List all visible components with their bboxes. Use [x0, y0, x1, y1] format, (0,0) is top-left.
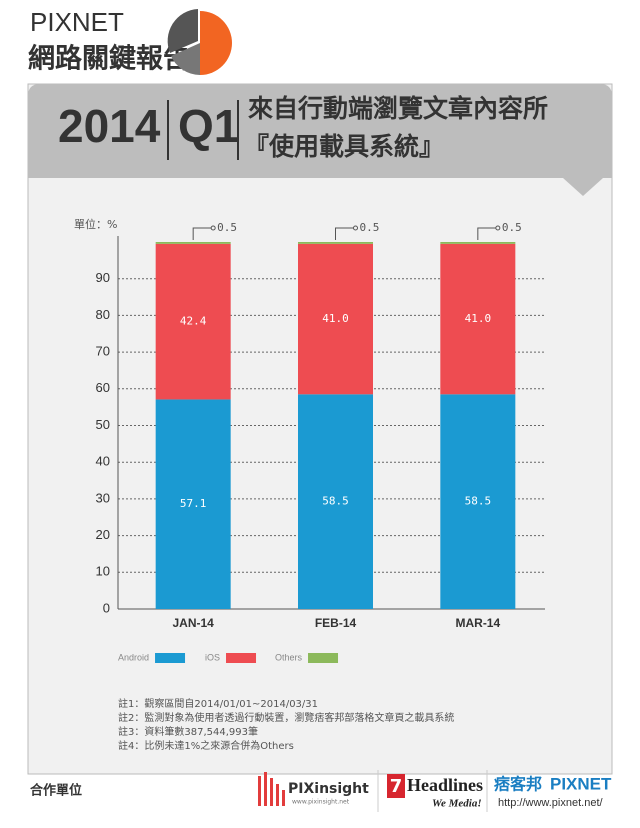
notes: 註1：觀察區間自2014/01/01~2014/03/31註2：監測對象為使用者… — [118, 697, 454, 752]
headlines-logo: 7 Headlines We Media! — [387, 774, 483, 810]
partners-label: 合作單位 — [30, 783, 82, 799]
bar-segment — [440, 394, 516, 609]
x-tick-label: FEB-14 — [315, 616, 357, 630]
bar-segment — [155, 242, 231, 244]
y-tick-label: 20 — [96, 527, 110, 542]
value-label: 57.1 — [180, 497, 207, 510]
logo-pie — [167, 9, 232, 75]
legend-swatch — [308, 653, 339, 663]
bar-segment — [155, 399, 231, 609]
year: 2014 — [58, 100, 161, 152]
y-tick-label: 40 — [96, 454, 110, 469]
x-tick-label: MAR-14 — [455, 616, 500, 630]
x-tick-label: JAN-14 — [172, 616, 214, 630]
pixnet-cn: 痞客邦 — [494, 775, 542, 794]
legend-label: Others — [275, 652, 303, 662]
value-label: 42.4 — [180, 315, 207, 328]
band-notch — [563, 178, 603, 196]
headlines-slogan: We Media! — [432, 798, 482, 810]
value-label: 41.0 — [322, 312, 349, 325]
y-tick-label: 60 — [96, 380, 110, 395]
quarter: Q1 — [178, 100, 239, 152]
report-name: 網路關鍵報告 — [28, 43, 190, 75]
y-tick-label: 50 — [96, 417, 110, 432]
pixnet-logo: PIXNET — [550, 774, 612, 793]
value-label: 0.5 — [217, 221, 237, 234]
y-tick-label: 80 — [96, 307, 110, 322]
note: 註1：觀察區間自2014/01/01~2014/03/31 — [118, 697, 318, 710]
leader-line — [192, 227, 212, 240]
bar-segment — [298, 243, 373, 395]
leader-line — [477, 227, 496, 240]
bar-segment — [298, 394, 373, 609]
legend-swatch — [226, 653, 257, 663]
note: 註4：比例未達1%之來源合併為Others — [118, 739, 294, 752]
leader-line — [335, 227, 354, 240]
pixinsight-url: www.pixinsight.net — [292, 799, 350, 806]
bar-segment — [440, 243, 516, 395]
y-tick-label: 70 — [96, 344, 110, 359]
bar-segment — [155, 243, 231, 400]
brand: PIXNET — [30, 7, 124, 37]
title-line: 來自行動端瀏覽文章內容所 — [248, 94, 548, 123]
y-tick-label: 30 — [96, 490, 110, 505]
note: 註2：監測對象為使用者透過行動裝置，瀏覽痞客邦部落格文章頁之載具系統 — [118, 711, 454, 724]
leader-dot — [210, 225, 216, 231]
value-label: 41.0 — [465, 312, 492, 325]
title-line: 『使用載具系統』 — [244, 132, 444, 161]
y-tick-label: 90 — [96, 270, 110, 285]
value-label: 58.5 — [465, 495, 492, 508]
pixnet-url: http://www.pixnet.net/ — [498, 797, 603, 809]
bar-segment — [440, 242, 516, 244]
legend-label: Android — [118, 652, 149, 662]
y-axis-label: 單位：% — [74, 217, 117, 231]
value-label: 58.5 — [322, 495, 349, 508]
value-label: 0.5 — [502, 221, 522, 234]
legend-swatch — [155, 653, 186, 663]
value-label: 0.5 — [360, 221, 380, 234]
note: 註3：資料筆數387,544,993筆 — [118, 725, 258, 738]
pixinsight-logo: PIXinsight www.pixinsight.net — [258, 772, 369, 806]
title-band — [28, 84, 612, 178]
leader-dot — [495, 225, 501, 231]
y-tick-label: 0 — [103, 600, 110, 615]
headlines-num: 7 — [390, 776, 403, 797]
y-tick-label: 10 — [96, 564, 110, 579]
bar-segment — [298, 242, 373, 244]
legend-label: iOS — [205, 652, 220, 662]
headlines: Headlines — [407, 775, 483, 795]
leader-dot — [353, 225, 358, 231]
chart: 單位：% 0 10 20 30 40 50 60 70 80 90 57.1 42.4 0.5 JAN-14… — [74, 217, 545, 663]
pixinsight: PIXinsight — [288, 781, 369, 797]
